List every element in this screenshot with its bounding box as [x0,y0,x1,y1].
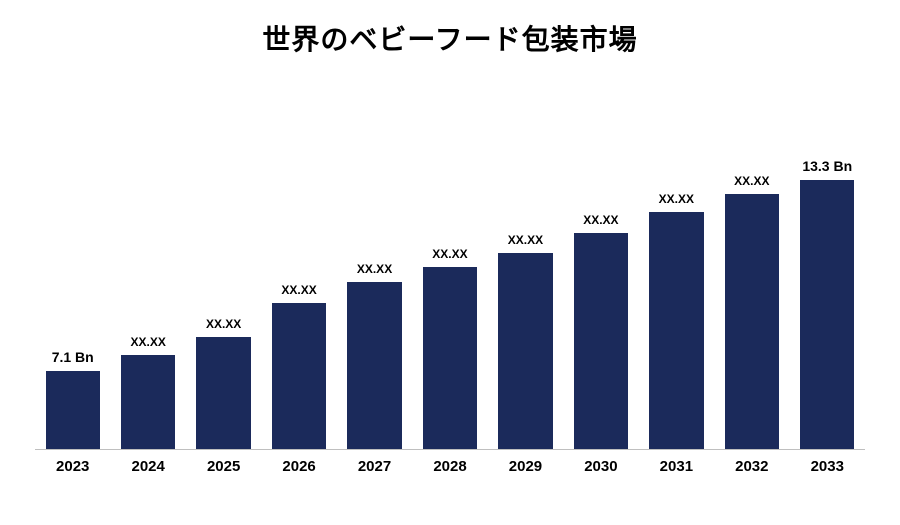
bar-2024: XX.XX [121,335,175,449]
bar-rect [498,253,552,449]
bar-rect [347,282,401,449]
bar-2029: XX.XX [498,233,552,449]
bar-2030: XX.XX [574,213,628,449]
bar-2023: 7.1 Bn [46,349,100,449]
bar-rect [423,267,477,450]
bar-2025: XX.XX [196,317,250,449]
bar-rect [121,355,175,449]
x-tick-2028: 2028 [433,458,466,475]
bar-rect [272,303,326,449]
bar-2028: XX.XX [423,247,477,450]
x-tick-2030: 2030 [584,458,617,475]
bar-value-label: XX.XX [734,174,769,188]
bar-rect [574,233,628,449]
x-tick-2032: 2032 [735,458,768,475]
bar-value-label: XX.XX [281,283,316,297]
bar-rect [649,212,703,449]
x-tick-2024: 2024 [131,458,164,475]
x-tick-2027: 2027 [358,458,391,475]
x-tick-2029: 2029 [509,458,542,475]
bar-value-label: XX.XX [659,192,694,206]
bar-value-label: XX.XX [130,335,165,349]
x-tick-2023: 2023 [56,458,89,475]
x-tick-2031: 2031 [660,458,693,475]
bar-2032: XX.XX [725,174,779,450]
chart-area: 7.1 Bn XX.XX XX.XX XX.XX XX.XX XX.XX XX.XX XX.X… [35,85,865,480]
bar-value-label: XX.XX [357,262,392,276]
bar-value-label: XX.XX [432,247,467,261]
bar-value-label: XX.XX [206,317,241,331]
bar-rect [800,180,854,449]
bar-2027: XX.XX [347,262,401,449]
chart-title: 世界のベビーフード包装市場 [0,0,900,58]
bar-rect [725,194,779,450]
x-tick-2033: 2033 [811,458,844,475]
bar-value-label: 13.3 Bn [802,158,852,174]
x-tick-2026: 2026 [282,458,315,475]
bar-2033: 13.3 Bn [800,158,854,449]
bar-value-label: XX.XX [583,213,618,227]
bar-value-label: 7.1 Bn [52,349,94,365]
bar-rect [196,337,250,449]
bar-2031: XX.XX [649,192,703,449]
bar-rect [46,371,100,449]
x-axis: 2023 2024 2025 2026 2027 2028 2029 2030 2031 2032… [35,450,865,480]
bar-value-label: XX.XX [508,233,543,247]
bar-2026: XX.XX [272,283,326,449]
plot-region: 7.1 Bn XX.XX XX.XX XX.XX XX.XX XX.XX XX.XX XX.X… [35,85,865,450]
x-tick-2025: 2025 [207,458,240,475]
